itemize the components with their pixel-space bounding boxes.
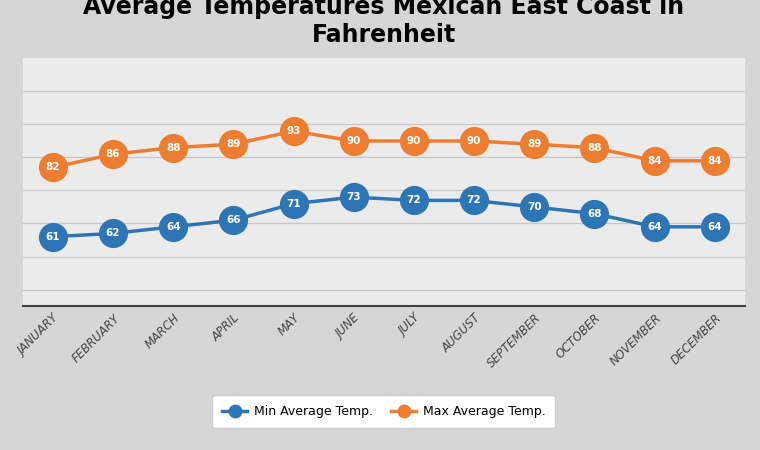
Text: 62: 62: [106, 229, 120, 238]
Text: 73: 73: [347, 192, 361, 202]
Text: 90: 90: [467, 136, 481, 146]
Text: 90: 90: [407, 136, 421, 146]
Title: Average Temperatures Mexican East Coast in
Fahrenheit: Average Temperatures Mexican East Coast …: [84, 0, 684, 47]
Text: 89: 89: [226, 140, 241, 149]
Text: 61: 61: [46, 232, 60, 242]
Text: 71: 71: [287, 199, 301, 209]
Text: 66: 66: [226, 215, 241, 225]
Text: 70: 70: [527, 202, 542, 212]
Text: 86: 86: [106, 149, 120, 159]
Text: 72: 72: [467, 195, 481, 205]
Legend: Min Average Temp., Max Average Temp.: Min Average Temp., Max Average Temp.: [212, 396, 556, 428]
Text: 64: 64: [708, 222, 722, 232]
Text: 89: 89: [527, 140, 541, 149]
Text: 84: 84: [708, 156, 722, 166]
Text: 72: 72: [407, 195, 421, 205]
Text: 93: 93: [287, 126, 301, 136]
Text: 88: 88: [587, 143, 602, 153]
Text: 64: 64: [166, 222, 181, 232]
Text: 88: 88: [166, 143, 180, 153]
Text: 64: 64: [648, 222, 662, 232]
Text: 68: 68: [587, 209, 602, 219]
Text: 84: 84: [648, 156, 662, 166]
Text: 90: 90: [347, 136, 361, 146]
Text: 82: 82: [46, 162, 60, 172]
